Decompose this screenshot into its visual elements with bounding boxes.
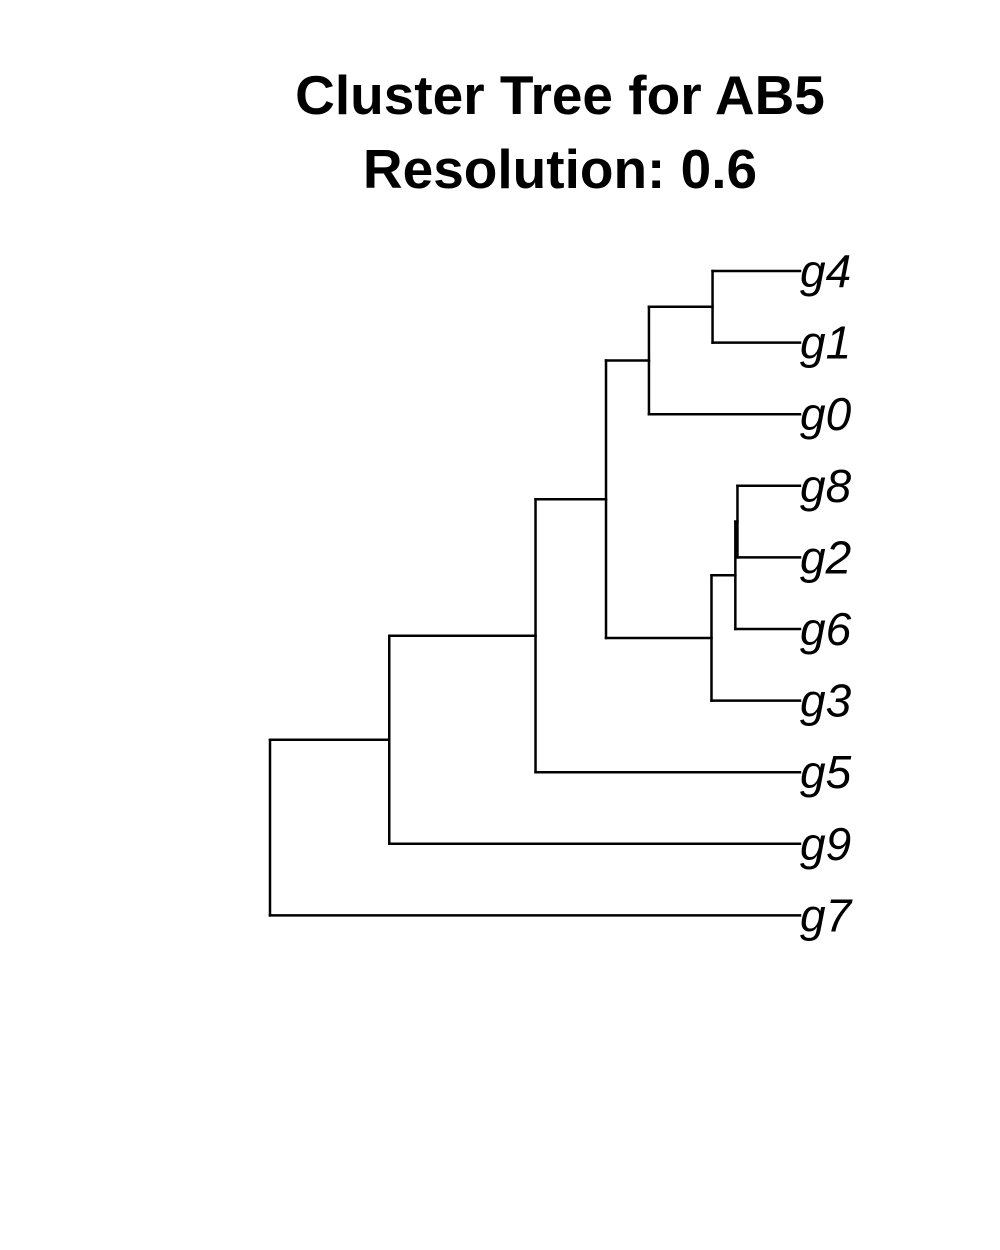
tip-label-g4: g4	[800, 245, 851, 297]
diagram-title: Cluster Tree for AB5 Resolution: 0.6	[270, 58, 850, 206]
tip-label-g3: g3	[800, 675, 852, 727]
tip-label-g7: g7	[800, 889, 853, 941]
tip-label-g8: g8	[800, 460, 852, 512]
tip-label-g2: g2	[800, 531, 851, 583]
tip-label-g1: g1	[800, 317, 851, 369]
tip-label-g5: g5	[800, 746, 852, 798]
title-line-2: Resolution: 0.6	[362, 138, 758, 200]
tip-label-g9: g9	[800, 818, 851, 870]
tip-label-g6: g6	[800, 603, 852, 655]
title-line-1: Cluster Tree for AB5	[295, 64, 825, 126]
tip-label-g0: g0	[800, 388, 852, 440]
